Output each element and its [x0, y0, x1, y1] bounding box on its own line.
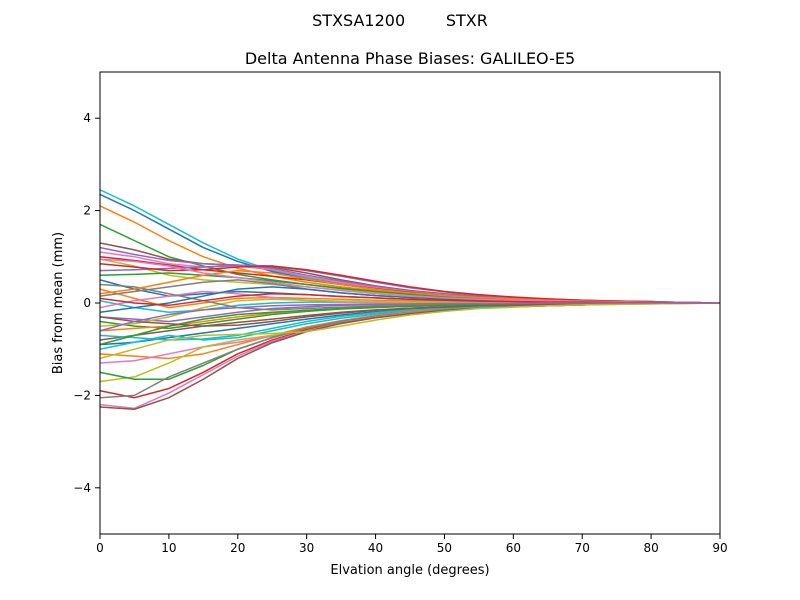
y-tick-label: −2 [73, 388, 91, 402]
y-tick-label: −4 [73, 481, 91, 495]
y-axis-label: Bias from mean (mm) [51, 232, 66, 374]
x-tick-label: 40 [368, 541, 383, 555]
series-line-42 [100, 302, 720, 332]
x-tick-label: 70 [575, 541, 590, 555]
y-tick-label: 0 [83, 296, 91, 310]
chart-title: Delta Antenna Phase Biases: GALILEO-E5 [245, 49, 575, 68]
x-tick-label: 90 [712, 541, 727, 555]
series-layer [100, 189, 720, 411]
x-tick-label: 0 [96, 541, 104, 555]
x-axis-ticks: 0 10 20 30 40 50 60 70 80 90 [96, 534, 728, 555]
x-tick-label: 60 [506, 541, 521, 555]
x-tick-label: 30 [299, 541, 314, 555]
x-tick-label: 20 [230, 541, 245, 555]
y-axis-ticks: −4 −2 0 2 4 [73, 111, 100, 495]
y-tick-label: 4 [83, 111, 91, 125]
series-line-40 [100, 302, 720, 360]
figure-suptitle: STXSA1200 STXR [312, 11, 488, 30]
plot-frame [99, 71, 721, 535]
x-tick-label: 10 [161, 541, 176, 555]
x-tick-label: 50 [437, 541, 452, 555]
y-tick-label: 2 [83, 204, 91, 218]
x-axis-label: Elvation angle (degrees) [330, 563, 489, 578]
x-tick-label: 80 [643, 541, 658, 555]
